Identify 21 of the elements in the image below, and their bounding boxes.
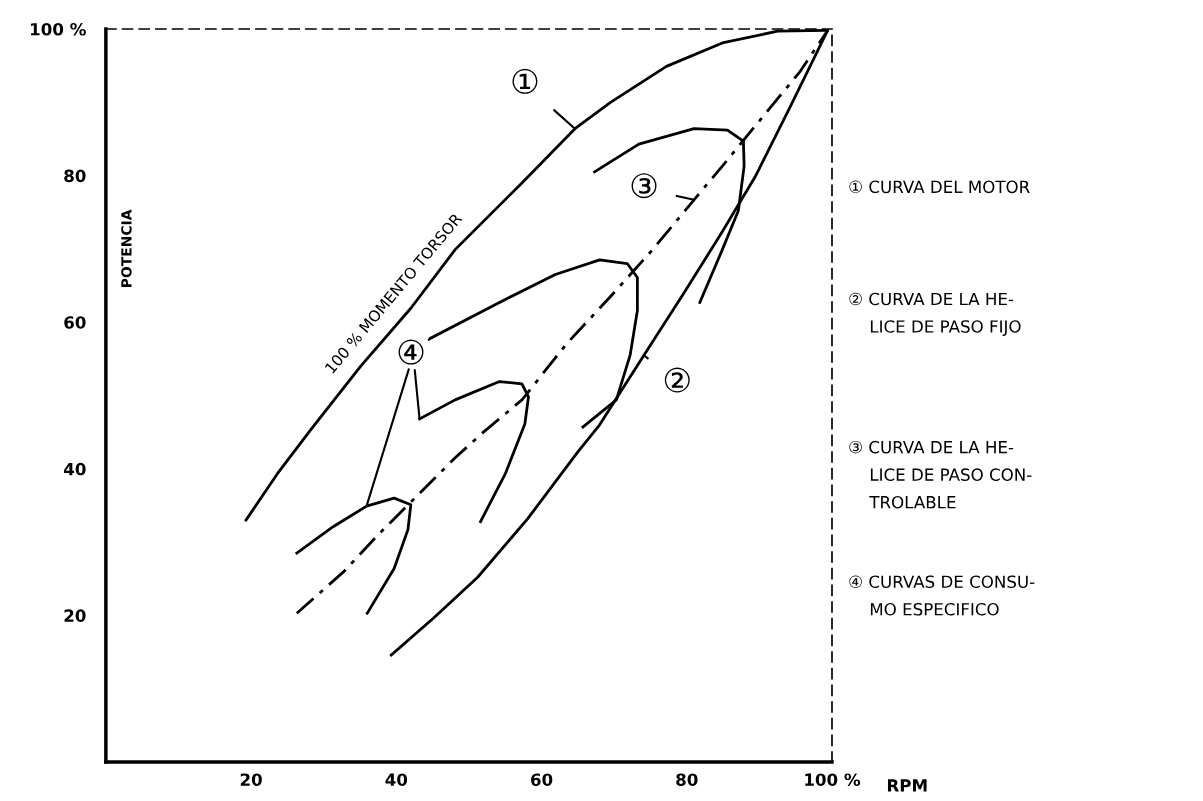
- text: ③ CURVA DE LA HE- LICE DE PASO CON- TROLABLE: [849, 440, 1032, 509]
- annotation: ①: [512, 68, 538, 94]
- x-tick-label: 60: [530, 773, 553, 786]
- x-tick-label: 80: [676, 773, 698, 786]
- x-tick-label: 20: [240, 773, 262, 786]
- x-tick-label: 40: [385, 773, 408, 786]
- y-tick-label: 80: [64, 169, 86, 183]
- annotation: ④: [398, 339, 424, 365]
- y-axis-title: POTENCIA: [121, 209, 132, 287]
- text: ② CURVA DE LA HE- LICE DE PASO FIJO: [849, 292, 1021, 336]
- x-axis-title: RPM: [887, 779, 927, 792]
- text: ④ CURVAS DE CONSU- MO ESPECIFICO: [849, 575, 1035, 616]
- y-tick-label: 60: [64, 316, 86, 329]
- x-tick-label: 100 %: [805, 773, 861, 786]
- annotation: ③: [631, 173, 657, 199]
- y-tick-label: 100 %: [31, 22, 86, 36]
- y-tick-label: 40: [63, 462, 86, 476]
- y-tick-label: 20: [64, 609, 86, 622]
- text: ① CURVA DEL MOTOR: [849, 180, 1030, 194]
- annotation: ②: [664, 367, 690, 393]
- line-series: [593, 127, 746, 304]
